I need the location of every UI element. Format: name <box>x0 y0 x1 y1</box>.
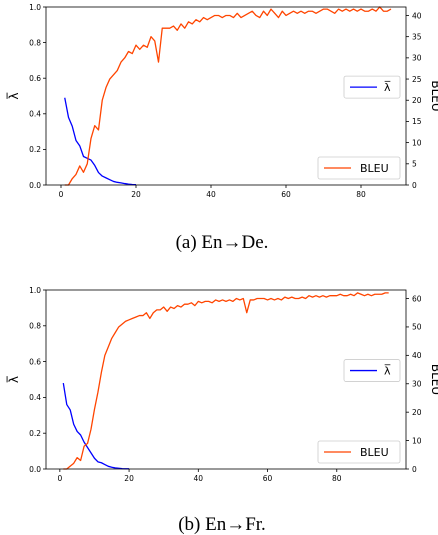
x-tick-label: 0 <box>59 190 64 199</box>
legend-box <box>317 156 401 180</box>
y-right-tick-label: 35 <box>412 32 422 41</box>
y-left-tick-label: 0.6 <box>29 74 41 83</box>
y-right-tick-label: 15 <box>412 117 422 126</box>
y-right-tick-label: 40 <box>412 11 422 20</box>
x-tick-label: 20 <box>124 474 134 483</box>
legend-label-bleu: BLEU <box>360 162 389 175</box>
y-right-tick-label: 40 <box>412 351 422 360</box>
y-right-tick-label: 0 <box>412 181 417 190</box>
legend-lambda: λ̅ <box>343 359 401 382</box>
y-right-tick-label: 30 <box>412 380 422 389</box>
chart-panel-2: 0 20 40 60 80 0.0 0.2 0.4 0.6 0.8 1.0 0 10 20 30 40 50 60… <box>6 286 438 535</box>
x-tick-label: 60 <box>281 190 291 199</box>
legend-bleu: BLEU <box>317 156 401 180</box>
series-line-bleu <box>64 6 392 186</box>
series-line-bleu <box>63 292 389 470</box>
figure-caption: (a) En→De. <box>176 232 269 253</box>
y-right-tick-label: 5 <box>412 160 417 169</box>
legend-label-lambda: λ̅ <box>384 81 391 94</box>
plot-frame <box>45 289 407 470</box>
plot-frame <box>45 6 407 186</box>
chart-panel-1: 0 20 40 60 80 0.0 0.2 0.4 0.6 0.8 1.0 0 5 10 15 20 25 30 3… <box>6 3 438 253</box>
legend-label-lambda: λ̅ <box>384 365 391 378</box>
y-left-tick-label: 1.0 <box>29 3 41 12</box>
y-right-tick-label: 20 <box>412 408 422 417</box>
x-tick-label: 0 <box>57 474 62 483</box>
y-left-tick-label: 0.2 <box>29 145 41 154</box>
y-left-tick-label: 0.0 <box>29 181 41 190</box>
legend-bleu: BLEU <box>317 440 401 464</box>
y-right-tick-label: 10 <box>412 138 422 147</box>
y-left-tick-label: 0.4 <box>29 110 41 119</box>
y-left-tick-label: 0.0 <box>29 465 41 474</box>
legend-box <box>317 440 401 464</box>
x-tick-label: 80 <box>332 474 342 483</box>
y-right-tick-label: 10 <box>412 436 422 445</box>
y-right-axis-label: BLEU <box>429 364 438 395</box>
y-right-tick-label: 60 <box>412 294 422 303</box>
y-left-tick-label: 0.4 <box>29 393 41 402</box>
figure-caption: (b) En→Fr. <box>178 514 266 535</box>
y-left-tick-label: 0.2 <box>29 429 41 438</box>
x-tick-label: 60 <box>263 474 273 483</box>
x-tick-label: 80 <box>356 190 366 199</box>
y-right-tick-label: 20 <box>412 96 422 105</box>
series-line-lambda <box>62 382 130 470</box>
y-left-tick-label: 0.8 <box>29 38 41 47</box>
y-left-axis-label: λ̅ <box>6 375 21 383</box>
y-right-tick-label: 50 <box>412 323 422 332</box>
legend-label-bleu: BLEU <box>360 446 389 459</box>
y-left-axis-label: λ̅ <box>6 92 21 100</box>
y-right-tick-label: 0 <box>412 465 417 474</box>
y-right-tick-label: 30 <box>412 54 422 63</box>
y-right-axis-label: BLEU <box>429 80 438 111</box>
series-line-lambda <box>64 97 137 186</box>
y-left-tick-label: 0.6 <box>29 357 41 366</box>
x-tick-label: 20 <box>131 190 141 199</box>
legend-lambda: λ̅ <box>343 75 401 99</box>
y-right-tick-label: 25 <box>412 75 422 84</box>
y-left-tick-label: 1.0 <box>29 286 41 295</box>
x-tick-label: 40 <box>194 474 204 483</box>
x-tick-label: 40 <box>206 190 216 199</box>
y-left-tick-label: 0.8 <box>29 322 41 331</box>
